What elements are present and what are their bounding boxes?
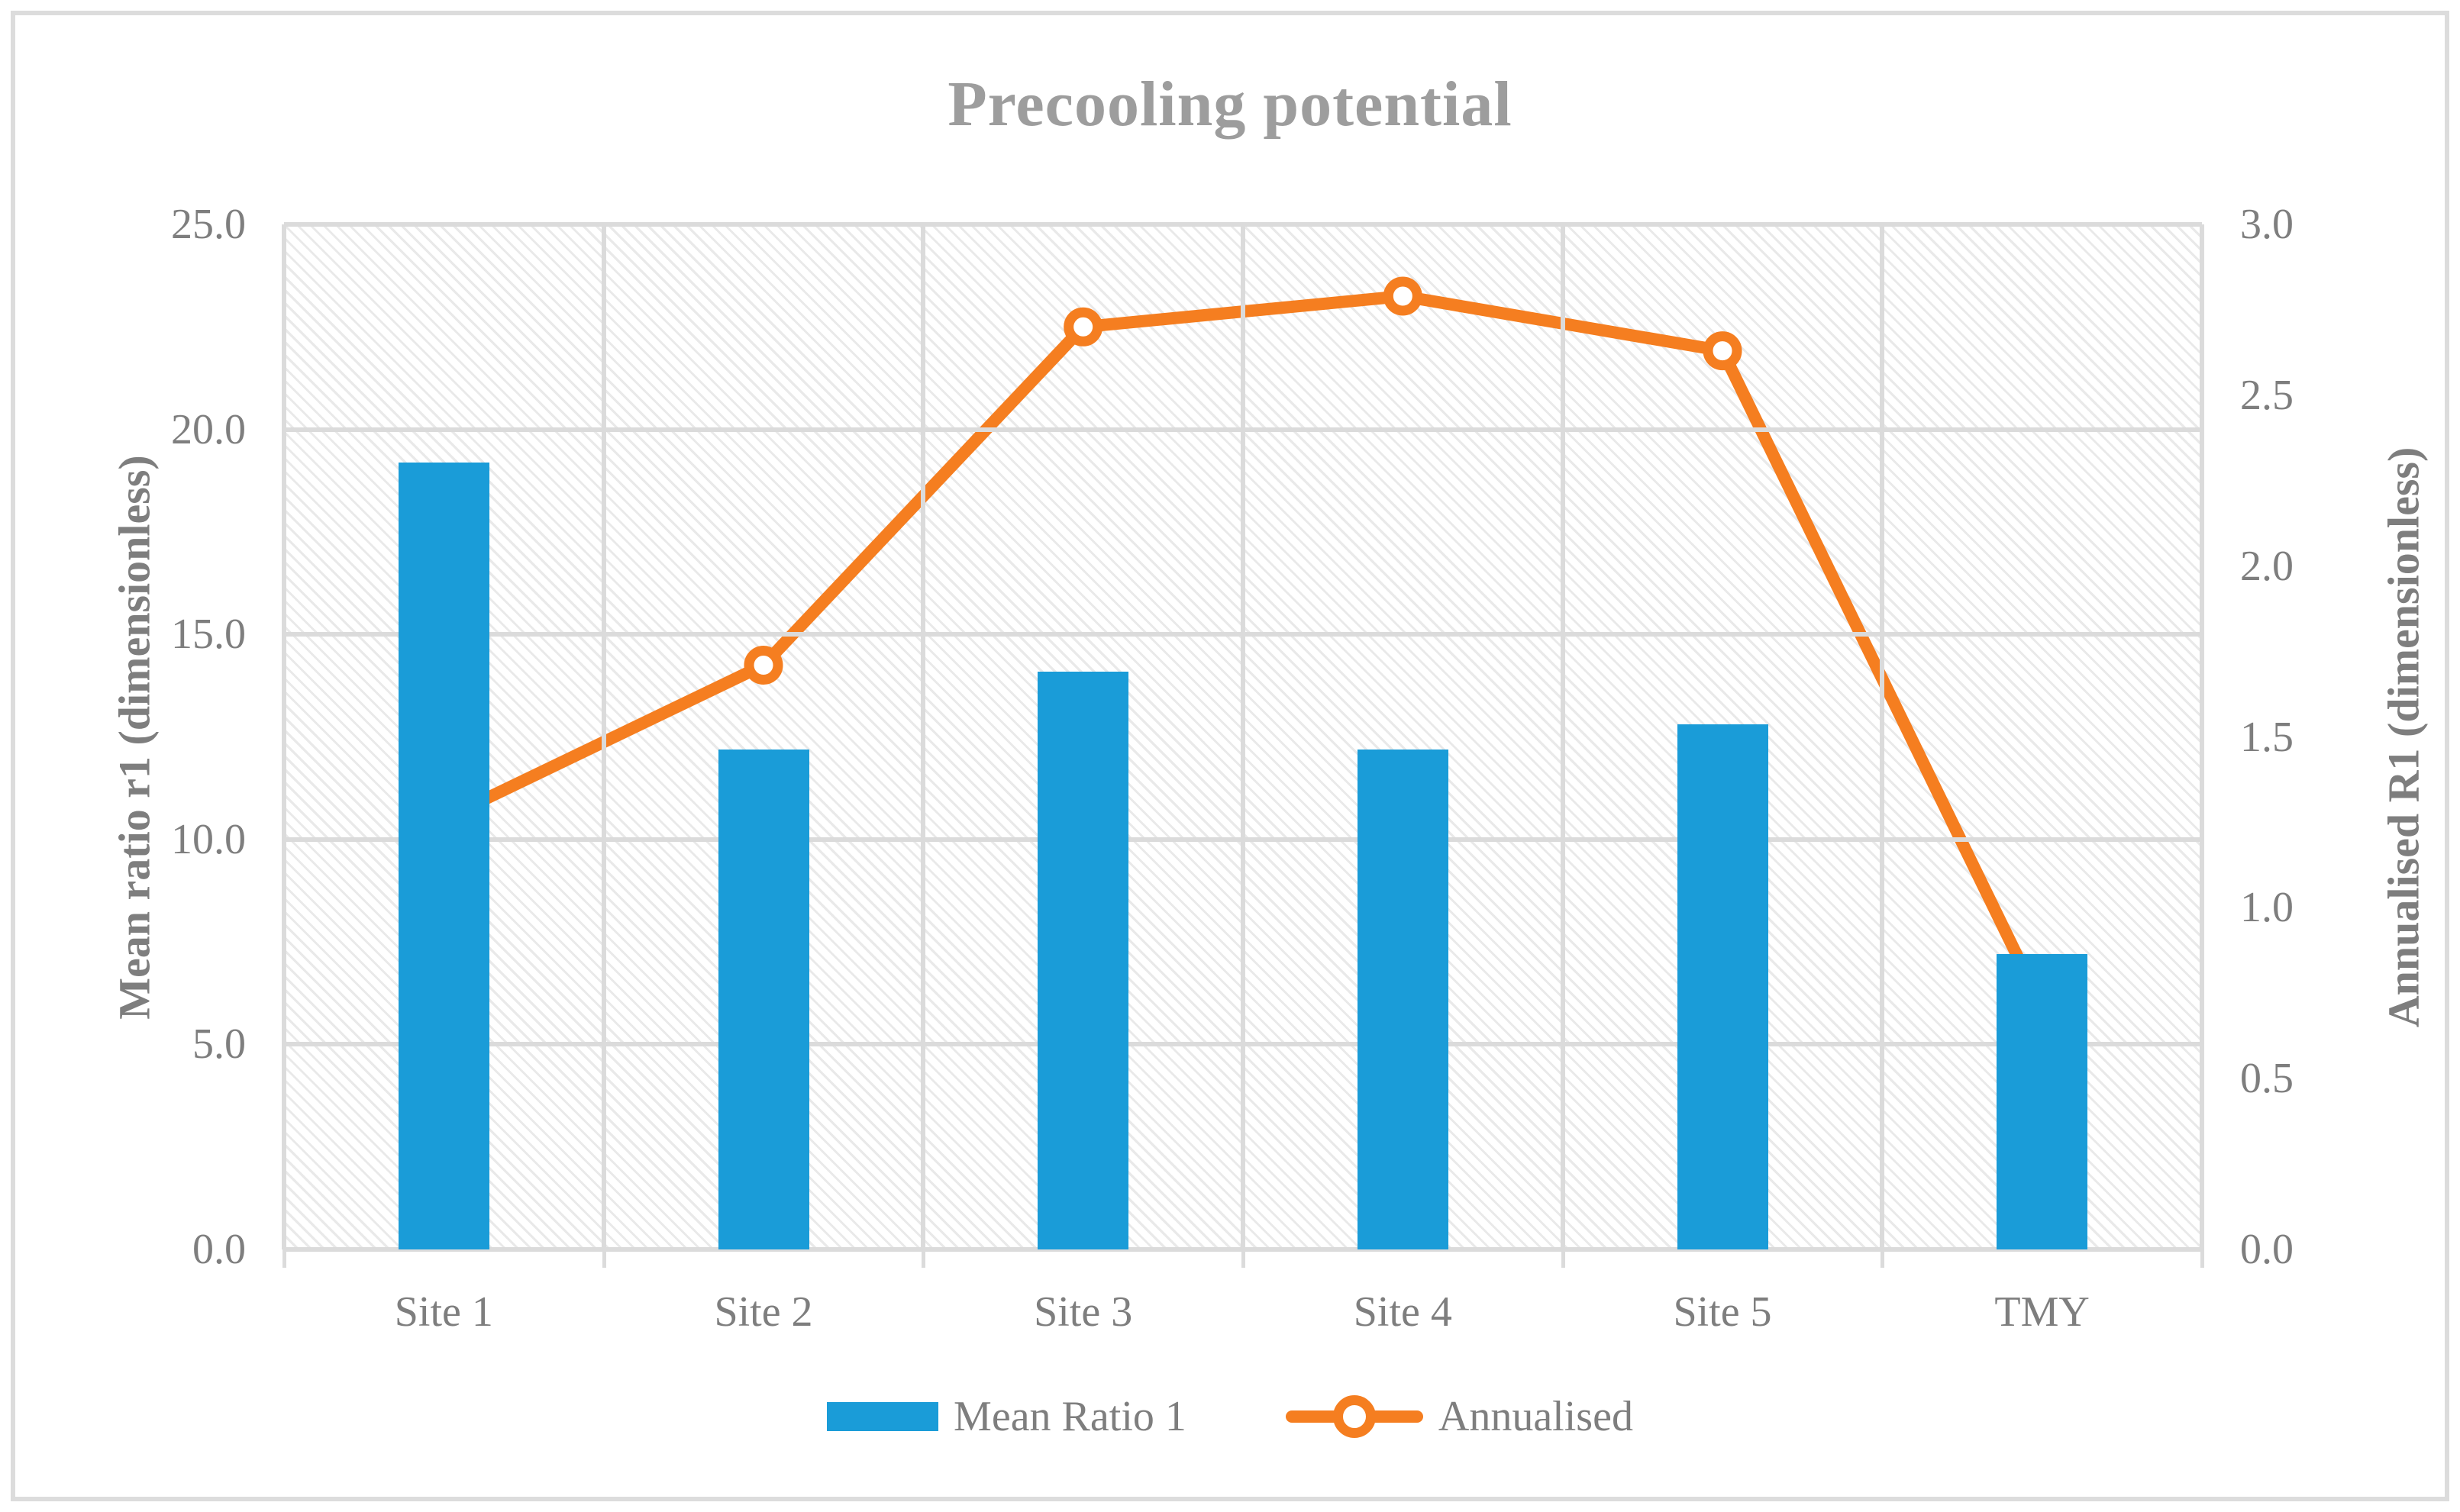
category-label-tmy: TMY	[1994, 1288, 2090, 1336]
left-tick-label: 5.0	[192, 1020, 246, 1069]
v-gridline	[601, 224, 606, 1249]
left-axis-title: Mean ratio r1 (dimensionless)	[109, 455, 160, 1020]
line-marker-icon	[1332, 1395, 1376, 1438]
right-tick-label: 2.5	[2240, 371, 2294, 419]
v-gridline	[921, 224, 926, 1249]
plot-area	[282, 222, 2204, 1252]
v-gridline	[1560, 224, 1565, 1249]
legend: Mean Ratio 1 Annualised	[0, 1395, 2460, 1438]
right-tick-label: 2.0	[2240, 542, 2294, 590]
legend-entry-annualised: Annualised	[1285, 1393, 1633, 1440]
category-label-site-1: Site 1	[394, 1288, 493, 1336]
left-tick-label: 0.0	[192, 1226, 246, 1273]
legend-entry-mean-ratio: Mean Ratio 1	[827, 1395, 1186, 1438]
category-tick-mark	[1561, 1249, 1565, 1268]
bar-site-4	[1357, 749, 1448, 1249]
v-gridline	[1241, 224, 1245, 1249]
category-tick-mark	[922, 1249, 926, 1268]
right-tick-label: 0.0	[2240, 1226, 2294, 1273]
category-tick-mark	[282, 1249, 286, 1268]
category-tick-mark	[2200, 1249, 2204, 1268]
left-tick-label: 20.0	[171, 405, 246, 453]
line-series-swatch	[1285, 1395, 1423, 1438]
category-label-site-3: Site 3	[1034, 1288, 1133, 1336]
category-tick-mark	[602, 1249, 606, 1268]
plot-border-line	[2200, 224, 2204, 1249]
left-tick-label: 25.0	[171, 201, 246, 248]
v-gridline	[1880, 224, 1885, 1249]
right-tick-label: 0.5	[2240, 1055, 2294, 1103]
category-label-site-2: Site 2	[714, 1288, 813, 1336]
category-tick-mark	[1241, 1249, 1245, 1268]
plot-border-line	[282, 224, 286, 1249]
category-tick-mark	[1881, 1249, 1885, 1268]
chart-title: Precooling potential	[948, 69, 1512, 140]
line-marker-site-2	[744, 645, 783, 685]
bar-series-swatch	[827, 1402, 939, 1431]
right-axis-title: Annualised R1 (dimensionless)	[2378, 447, 2429, 1028]
bar-site-3	[1038, 671, 1129, 1249]
legend-label-mean-ratio: Mean Ratio 1	[954, 1393, 1186, 1440]
left-tick-label: 10.0	[171, 815, 246, 863]
category-label-site-4: Site 4	[1353, 1288, 1452, 1336]
left-tick-label: 15.0	[171, 611, 246, 659]
right-tick-label: 3.0	[2240, 201, 2294, 248]
line-marker-site-4	[1383, 276, 1422, 316]
legend-label-annualised: Annualised	[1438, 1393, 1633, 1440]
bar-site-5	[1677, 724, 1768, 1249]
bar-site-1	[398, 462, 489, 1249]
right-tick-label: 1.0	[2240, 884, 2294, 932]
category-label-site-5: Site 5	[1673, 1288, 1772, 1336]
line-marker-site-3	[1064, 307, 1103, 347]
bar-tmy	[1997, 954, 2088, 1249]
line-marker-site-5	[1703, 331, 1742, 371]
right-tick-label: 1.5	[2240, 713, 2294, 761]
bar-site-2	[718, 749, 809, 1249]
